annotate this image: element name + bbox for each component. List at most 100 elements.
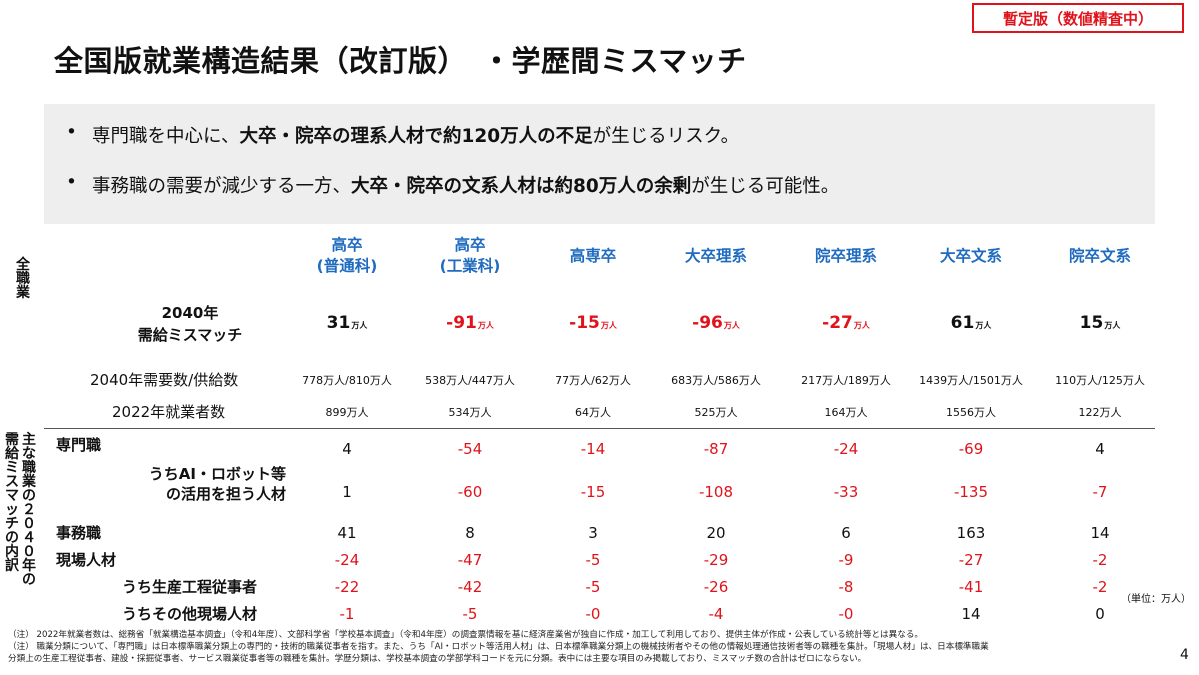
ai-value: -15: [580, 483, 606, 501]
mismatch-value: 31: [326, 313, 351, 333]
other-cell-5: -0: [786, 605, 906, 623]
emp-cell-7: 122万人: [1040, 404, 1160, 420]
ai-label-line-1: うちAI・ロボット等: [148, 465, 286, 483]
mismatch-cell-6: 61万人: [911, 313, 1031, 333]
unit-note: （単位：万人）: [1121, 594, 1191, 605]
seisan-cell-2: -42: [410, 578, 530, 596]
emp-value: 525万人: [694, 406, 738, 419]
ai-cell-2: -60: [410, 483, 530, 501]
emp-value: 1556万人: [946, 406, 996, 419]
mismatch-unit: 万人: [351, 321, 368, 330]
demand-value: 778万人/810万人: [302, 374, 392, 387]
employment-row-label: 2022年就業者数: [112, 403, 226, 421]
other-cell-1: -1: [287, 605, 407, 623]
jimu-value: 6: [841, 524, 851, 542]
ai-label-line-2: の活用を担う人材: [165, 485, 286, 503]
side-label-breakdown-b: 需給ミスマッチの内訳: [5, 432, 19, 574]
seisan-value: -2: [1092, 578, 1108, 596]
genba-value: -5: [585, 551, 601, 569]
jimu-cell-3: 3: [533, 524, 653, 542]
column-header-6: 大卒文系: [916, 232, 1026, 280]
page-title: 全国版就業構造結果（改訂版） ・学歴間ミスマッチ: [54, 44, 747, 78]
column-header-5: 院卒理系: [791, 232, 901, 280]
senmon-value: 4: [342, 440, 352, 458]
other-row-label: うちその他現場人材: [122, 605, 258, 623]
ai-value: -60: [457, 483, 483, 501]
mismatch-unit: 万人: [975, 321, 992, 330]
genba-value: -2: [1092, 551, 1108, 569]
emp-value: 122万人: [1078, 406, 1122, 419]
jimu-cell-2: 8: [410, 524, 530, 542]
seisan-cell-4: -26: [656, 578, 776, 596]
column-header-2: 高卒 (工業科): [415, 232, 525, 280]
mismatch-cell-4: -96万人: [656, 313, 776, 333]
genba-cell-1: -24: [287, 551, 407, 569]
jimu-cell-7: 14: [1040, 524, 1160, 542]
senmon-cell-4: -87: [656, 440, 776, 458]
mismatch-row-label: 2040年 需給ミスマッチ: [112, 302, 268, 346]
jimu-cell-4: 20: [656, 524, 776, 542]
seisan-cell-1: -22: [287, 578, 407, 596]
demand-cell-2: 538万人/447万人: [410, 372, 530, 388]
other-value: -5: [462, 605, 478, 623]
bullet-1-pre: 専門職を中心に、: [92, 126, 240, 147]
bullet-1-bold: 大卒・院卒の理系人材で約120万人の不足: [239, 126, 593, 147]
footnote-2: （注） 職業分類について、「専門職」は日本標準職業分類上の専門的・技術的職業従事…: [8, 642, 989, 652]
column-header-line-1: 高卒: [454, 236, 486, 254]
side-label-all-occupations: 全職業: [16, 257, 30, 301]
other-value: -0: [838, 605, 854, 623]
page-number: 4: [1180, 647, 1189, 663]
other-value: -0: [585, 605, 601, 623]
column-header-4: 大卒理系: [661, 232, 771, 280]
column-header-3: 高専卒: [538, 232, 648, 280]
seisan-value: -8: [838, 578, 854, 596]
column-header-1: 高卒 (普通科): [292, 232, 402, 280]
senmon-value: -14: [580, 440, 606, 458]
column-header-line-1: 高専卒: [569, 246, 617, 265]
mismatch-value: -15: [569, 313, 600, 333]
genba-value: -29: [703, 551, 729, 569]
column-header-line-2: (普通科): [316, 257, 378, 275]
mismatch-cell-3: -15万人: [533, 313, 653, 333]
mismatch-cell-5: -27万人: [786, 313, 906, 333]
jimu-value: 3: [588, 524, 598, 542]
demand-value: 1439万人/1501万人: [919, 374, 1023, 387]
jimu-value: 41: [337, 524, 357, 542]
other-cell-4: -4: [656, 605, 776, 623]
emp-cell-6: 1556万人: [911, 404, 1031, 420]
jimu-value: 8: [465, 524, 475, 542]
other-cell-3: -0: [533, 605, 653, 623]
genba-cell-2: -47: [410, 551, 530, 569]
genba-row-label: 現場人材: [56, 551, 117, 569]
mismatch-value: 61: [950, 313, 975, 333]
seisan-cell-6: -41: [911, 578, 1031, 596]
senmon-value: -54: [457, 440, 483, 458]
genba-cell-4: -29: [656, 551, 776, 569]
footnote-3: 分類上の生産工程従事者、建設・採掘従事者、サービス職業従事者等の職種を集計。学歴…: [8, 654, 867, 664]
genba-cell-3: -5: [533, 551, 653, 569]
demand-value: 77万人/62万人: [555, 374, 631, 387]
other-cell-2: -5: [410, 605, 530, 623]
other-cell-6: 14: [911, 605, 1031, 623]
ai-cell-6: -135: [911, 483, 1031, 501]
ai-value: -135: [953, 483, 989, 501]
jimu-value: 163: [956, 524, 986, 542]
genba-cell-5: -9: [786, 551, 906, 569]
mismatch-cell-1: 31万人: [287, 313, 407, 333]
column-header-line-2: (工業科): [439, 257, 501, 275]
column-header-line-1: 大卒文系: [939, 246, 1002, 265]
demand-cell-7: 110万人/125万人: [1040, 372, 1160, 388]
seisan-value: -42: [457, 578, 483, 596]
seisan-row-label: うち生産工程従事者: [122, 578, 258, 596]
mismatch-unit: 万人: [1104, 321, 1121, 330]
jimu-value: 20: [706, 524, 726, 542]
provisional-badge: 暫定版（数値精査中）: [972, 3, 1184, 33]
mismatch-unit: 万人: [723, 321, 740, 330]
mismatch-label-line-1: 2040年: [161, 304, 219, 322]
senmon-cell-3: -14: [533, 440, 653, 458]
mismatch-label-line-2: 需給ミスマッチ: [137, 326, 243, 344]
ai-cell-7: -7: [1040, 483, 1160, 501]
demand-cell-5: 217万人/189万人: [786, 372, 906, 388]
mismatch-value: -96: [692, 313, 723, 333]
senmon-cell-1: 4: [287, 440, 407, 458]
